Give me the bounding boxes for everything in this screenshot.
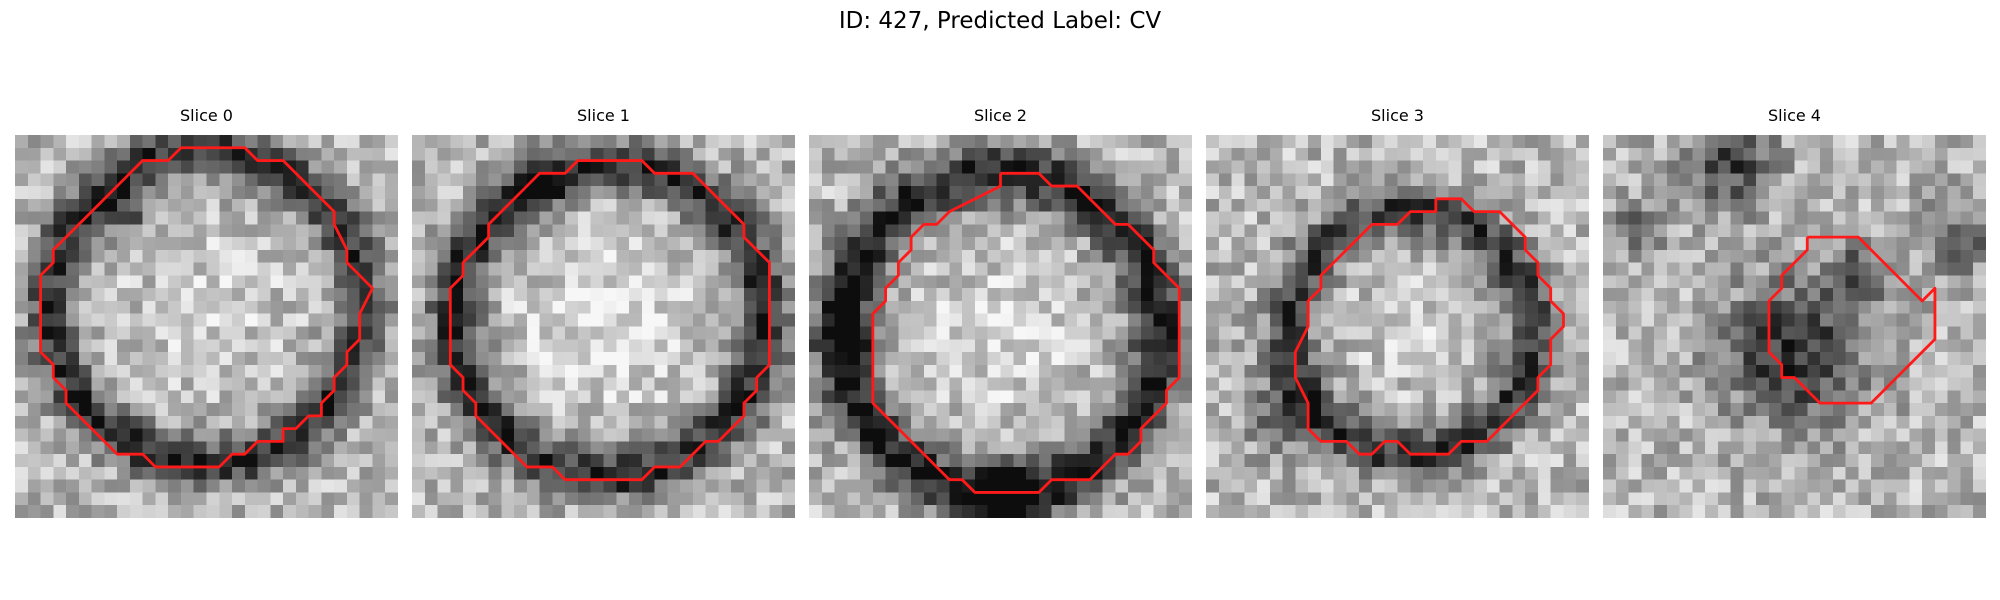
- slice-title-1: Slice 1: [577, 106, 630, 125]
- segmentation-contour: [1293, 197, 1565, 456]
- slice-image-0: [15, 135, 398, 518]
- pixel-texture: [1206, 135, 1589, 518]
- pixel-texture: [1603, 135, 1986, 518]
- pixel-texture: [412, 135, 795, 518]
- pixel-texture: [809, 135, 1192, 518]
- slice-image-3: [1206, 135, 1589, 518]
- slice-image-1: [412, 135, 795, 518]
- segmentation-contour: [448, 159, 771, 482]
- segmentation-contour: [871, 171, 1181, 494]
- pixel-texture: [15, 135, 398, 518]
- figure-title: ID: 427, Predicted Label: CV: [838, 8, 1162, 34]
- slice-image-2: [809, 135, 1192, 518]
- slice-title-0: Slice 0: [180, 106, 233, 125]
- slice-title-2: Slice 2: [974, 106, 1027, 125]
- slice-title-3: Slice 3: [1371, 106, 1424, 125]
- segmentation-contour: [39, 146, 374, 469]
- slice-title-4: Slice 4: [1768, 106, 1821, 125]
- segmentation-contour: [1767, 235, 1937, 405]
- slice-image-4: [1603, 135, 1986, 518]
